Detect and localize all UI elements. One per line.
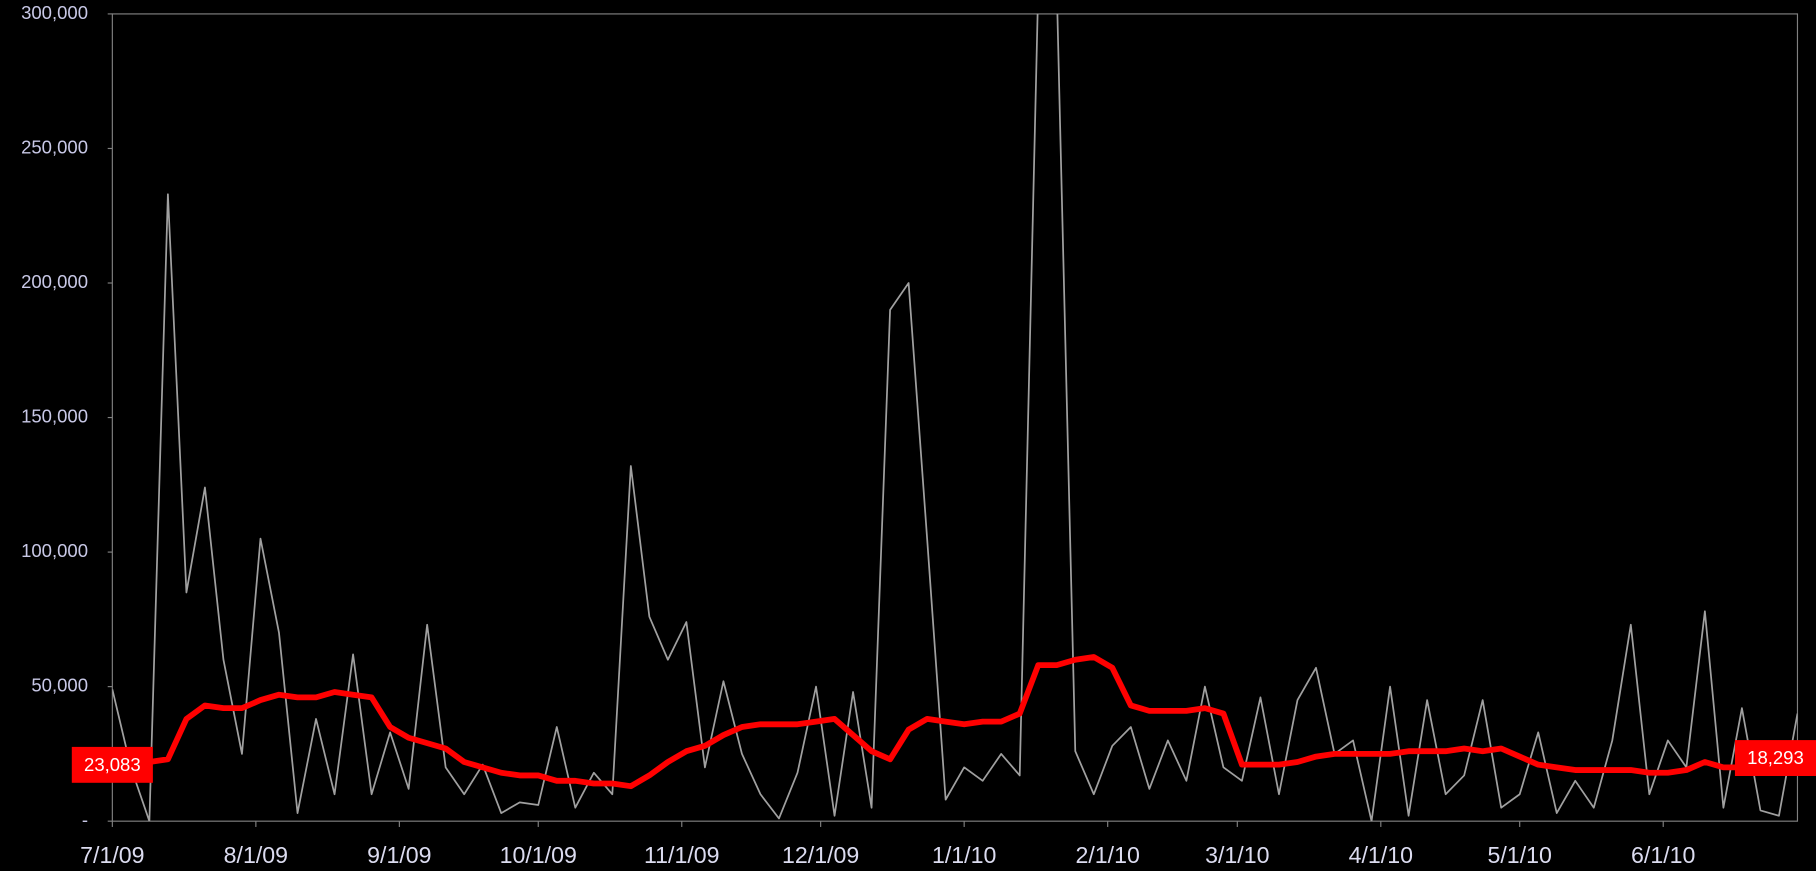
y-tick-label: 250,000 xyxy=(21,136,88,157)
value-label: 23,083 xyxy=(84,754,141,775)
y-tick-label: 300,000 xyxy=(21,2,88,23)
series-line xyxy=(112,13,1798,822)
x-tick-label: 8/1/09 xyxy=(224,842,288,868)
x-tick-label: 11/1/09 xyxy=(644,842,720,868)
y-tick-label: 200,000 xyxy=(21,271,88,292)
x-tick-label: 10/1/09 xyxy=(500,842,577,868)
x-tick-label: 5/1/10 xyxy=(1488,842,1552,868)
x-tick-label: 6/1/10 xyxy=(1631,842,1695,868)
x-tick-label: 3/1/10 xyxy=(1205,842,1269,868)
y-tick-label: 150,000 xyxy=(21,405,88,426)
series-line xyxy=(112,654,1798,790)
x-tick-label: 2/1/10 xyxy=(1075,842,1139,868)
x-tick-label: 12/1/09 xyxy=(782,842,859,868)
x-tick-label: 7/1/09 xyxy=(80,842,144,868)
value-label-box xyxy=(1734,740,1816,776)
x-tick-label: 9/1/09 xyxy=(367,842,431,868)
value-label: 18,293 xyxy=(1747,747,1804,768)
x-tick-label: 1/1/10 xyxy=(932,842,996,868)
y-tick-label: - xyxy=(82,809,88,830)
y-tick-label: 50,000 xyxy=(31,675,88,696)
plot-area xyxy=(112,13,1798,822)
x-tick-label: 4/1/10 xyxy=(1349,842,1413,868)
value-label-box xyxy=(71,746,153,783)
y-tick-label: 100,000 xyxy=(21,540,88,561)
